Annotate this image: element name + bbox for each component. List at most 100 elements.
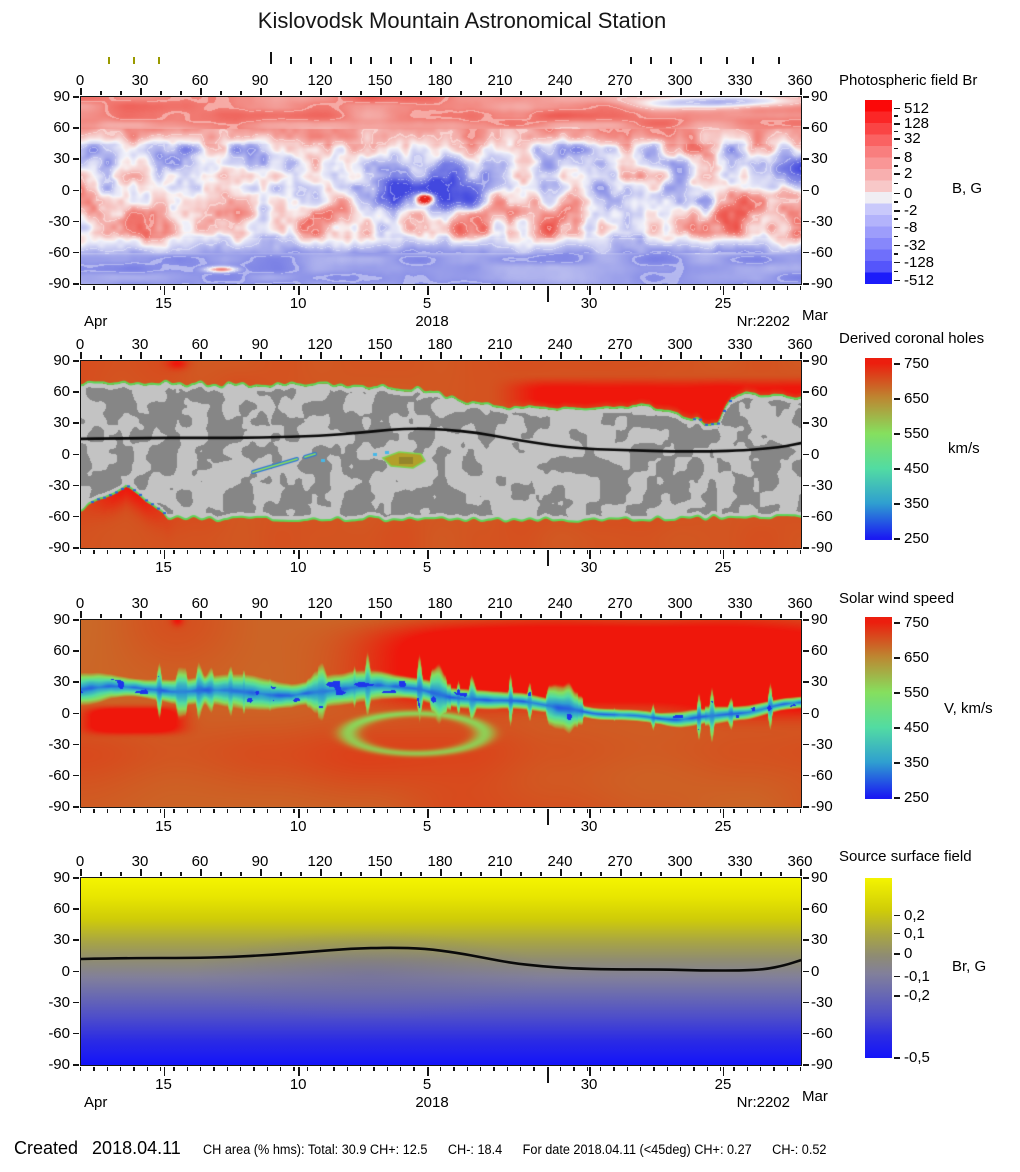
x-tick-label: 150 <box>367 336 393 353</box>
x-axis-tick <box>600 872 602 876</box>
day-label: 25 <box>714 1076 732 1093</box>
day-minor-tick <box>119 809 122 813</box>
x-axis-tick <box>800 352 802 359</box>
day-minor-tick <box>466 550 468 554</box>
day-minor-tick <box>466 809 468 813</box>
day-minor-tick <box>386 809 388 813</box>
y-tick-label-right: -30 <box>811 735 833 753</box>
day-minor-tick <box>773 809 775 813</box>
colorbar-minor-tick <box>894 147 898 150</box>
day-minor-tick <box>466 1067 468 1071</box>
y-axis-tick-left <box>73 360 79 362</box>
x-axis-tick <box>680 352 682 359</box>
x-axis-tick <box>440 88 442 95</box>
day-minor-tick <box>253 286 255 290</box>
colorbar <box>865 617 892 799</box>
colorbar-tick-label: 0 <box>904 945 913 963</box>
x-axis-tick <box>460 355 462 359</box>
x-tick-label: 330 <box>727 72 753 89</box>
day-minor-tick <box>80 286 82 290</box>
day-minor-tick <box>653 286 655 290</box>
day-minor-tick <box>519 809 522 813</box>
day-minor-tick <box>119 286 122 290</box>
day-minor-tick <box>346 286 348 290</box>
x-axis-tick <box>780 614 782 618</box>
x-axis-tick <box>480 91 482 95</box>
day-minor-tick <box>386 1067 388 1071</box>
x-axis-tick <box>780 91 782 95</box>
day-major-tick <box>722 286 725 295</box>
day-minor-tick <box>666 286 668 290</box>
day-minor-tick <box>559 550 562 554</box>
obs-day-tick <box>330 57 332 64</box>
x-axis-tick <box>600 91 602 95</box>
rotation-number-label: Nr:2202 <box>736 313 790 330</box>
x-axis-tick <box>320 611 322 618</box>
day-minor-tick <box>133 550 135 554</box>
x-axis-tick <box>500 88 502 95</box>
x-tick-label: 360 <box>787 595 813 612</box>
day-minor-tick <box>199 809 202 813</box>
colorbar-tick <box>894 953 900 955</box>
day-minor-tick <box>559 809 562 813</box>
y-tick-label-left: 90 <box>53 88 70 105</box>
colorbar-tick <box>894 192 900 195</box>
day-major-tick <box>298 809 300 818</box>
x-axis-tick <box>340 872 342 876</box>
obs-day-tick <box>390 57 392 64</box>
colorbar-tick-label: 550 <box>904 684 930 702</box>
day-label: 5 <box>422 559 432 576</box>
day-minor-tick <box>533 286 535 290</box>
y-tick-label-left: -60 <box>48 766 70 784</box>
day-minor-tick <box>746 809 748 813</box>
x-axis-tick <box>680 869 682 876</box>
day-minor-tick <box>679 809 682 813</box>
x-axis-tick <box>380 611 382 618</box>
day-minor-tick <box>93 809 95 813</box>
x-tick-label: 0 <box>75 336 85 353</box>
x-axis-tick <box>740 611 742 618</box>
x-axis-tick <box>260 88 262 95</box>
x-tick-label: 360 <box>787 853 813 870</box>
x-axis-tick <box>120 355 122 359</box>
x-axis-tick <box>620 88 622 95</box>
day-label: 10 <box>289 295 307 312</box>
obs-day-tick <box>290 57 292 64</box>
colorbar-unit: Br, G <box>952 958 987 975</box>
x-axis-tick <box>460 872 462 876</box>
day-minor-tick <box>333 286 335 290</box>
panel-source-surface-field <box>80 877 802 1066</box>
y-tick-label-right: -90 <box>811 798 833 815</box>
colorbar-tick <box>894 398 900 400</box>
day-minor-tick <box>613 809 615 813</box>
day-major-tick <box>589 286 591 295</box>
y-axis-tick-right <box>803 712 809 714</box>
day-minor-tick <box>559 1067 562 1071</box>
y-axis-tick-right <box>803 391 809 393</box>
x-axis-tick <box>200 611 202 618</box>
day-minor-tick <box>773 1067 775 1071</box>
obs-day-tick <box>270 52 272 64</box>
x-axis-tick <box>700 355 702 359</box>
x-tick-label: 0 <box>75 595 85 612</box>
day-minor-tick <box>506 1067 508 1071</box>
obs-day-tick <box>650 57 652 64</box>
x-axis-tick <box>660 91 662 95</box>
day-minor-tick <box>93 550 95 554</box>
day-minor-tick <box>799 809 802 813</box>
colorbar-minor-tick <box>894 165 898 167</box>
obs-day-tick <box>700 57 702 64</box>
x-tick-label: 240 <box>547 336 573 353</box>
day-minor-tick <box>319 550 322 554</box>
x-tick-label: 210 <box>487 72 513 89</box>
day-minor-tick <box>293 286 295 290</box>
x-axis-tick <box>800 869 802 876</box>
colorbar-unit: V, km/s <box>944 700 993 717</box>
colorbar-tick-label: 250 <box>904 789 930 807</box>
day-minor-tick <box>746 286 748 290</box>
day-minor-tick <box>666 809 668 813</box>
day-minor-tick <box>599 286 602 290</box>
y-tick-label-right: -30 <box>811 993 833 1011</box>
colorbar-minor-tick <box>894 270 898 273</box>
y-tick-label-left: 0 <box>61 704 70 722</box>
